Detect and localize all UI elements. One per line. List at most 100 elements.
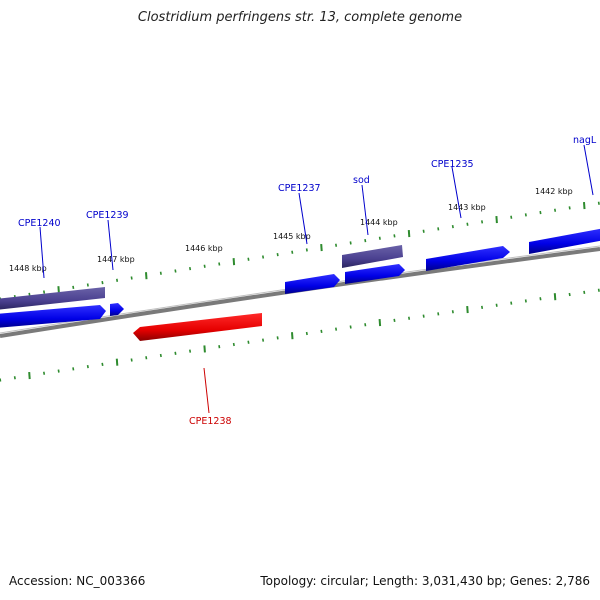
inner-scale-tick [539, 297, 542, 301]
inner-scale-tick [218, 345, 221, 349]
outer-scale-tick [568, 206, 571, 210]
outer-scale-tick [378, 236, 381, 240]
inner-scale-tick [393, 318, 396, 323]
leader-cpe1239 [107, 219, 114, 271]
inner-scale-tick [276, 336, 279, 340]
outer-scale-tick [393, 234, 396, 238]
outer-scale-tick [232, 258, 236, 266]
gene-rna-sod[interactable] [342, 245, 403, 268]
outer-scale-tick [189, 267, 192, 271]
gene-nagl[interactable] [529, 228, 600, 254]
outer-scale-tick [159, 271, 162, 275]
outer-scale-tick [130, 276, 133, 280]
gene-label-cpe1239: CPE1239 [86, 210, 129, 221]
inner-scale-tick [101, 362, 104, 367]
outer-scale-tick [510, 215, 513, 219]
gene-cpe1237[interactable] [285, 274, 340, 294]
inner-scale-tick [189, 349, 192, 353]
outer-scale-tick [320, 244, 323, 252]
inner-scale-tick [0, 378, 2, 382]
gene-label-cpe1238: CPE1238 [189, 416, 232, 427]
outer-scale-tick [495, 216, 498, 224]
inner-scale-tick [291, 332, 294, 340]
outer-scale-tick [116, 278, 119, 282]
leader-nagl [583, 144, 594, 196]
outer-scale-tick [262, 255, 265, 259]
genome-summary-text: Topology: circular; Length: 3,031,430 bp… [260, 574, 590, 588]
leader-sod [361, 184, 369, 236]
leader-cpe1240 [39, 226, 45, 279]
scale-label-1446: 1446 kbp [185, 244, 223, 253]
inner-scale-tick [349, 325, 352, 329]
outer-scale-tick [57, 286, 60, 294]
inner-scale-tick [159, 353, 162, 358]
outer-scale-tick [349, 241, 352, 245]
genome-title: Clostridium perfringens str. 13, complet… [137, 10, 463, 25]
outer-scale-tick [291, 250, 294, 254]
inner-scale-tick [583, 290, 586, 294]
scale-label-1443: 1443 kbp [448, 203, 486, 212]
inner-scale-tick [72, 367, 75, 371]
outer-scale-tick [364, 238, 367, 243]
inner-scale-tick [86, 364, 89, 369]
scale-label-1444: 1444 kbp [360, 218, 398, 227]
inner-scale-tick [451, 310, 454, 314]
inner-scale-tick [335, 327, 338, 331]
inner-scale-tick [203, 345, 206, 353]
accession-text: Accession: NC_003366 [9, 574, 146, 588]
inner-scale-tick [553, 293, 557, 301]
gene-label-sod: sod [353, 175, 370, 186]
gene-cpe1235[interactable] [426, 246, 510, 271]
inner-scale-tick [115, 358, 119, 366]
gene-label-cpe1235: CPE1235 [431, 159, 474, 170]
inner-scale-tick [174, 351, 177, 355]
inner-scale-tick [568, 292, 571, 297]
outer-scale-tick [597, 201, 600, 205]
gene-label-cpe1240: CPE1240 [18, 218, 61, 229]
scale-label-1445: 1445 kbp [273, 232, 311, 241]
outer-scale-tick [554, 208, 557, 212]
inner-scale-tick [481, 305, 484, 310]
leader-cpe1235 [451, 166, 462, 219]
gene-cpe1238[interactable] [133, 313, 262, 341]
scale-label-1448: 1448 kbp [9, 264, 47, 273]
inner-scale-tick [247, 340, 250, 344]
outer-scale-tick [203, 264, 206, 268]
inner-scale-tick [597, 288, 600, 292]
outer-scale-tick [218, 262, 221, 266]
scale-labels: 1448 kbp 1447 kbp 1446 kbp 1445 kbp 1444… [9, 187, 573, 273]
gene-rna-left[interactable] [0, 287, 105, 310]
inner-scale-tick [437, 312, 440, 316]
inner-scale-tick [43, 371, 46, 375]
inner-scale-tick [524, 299, 527, 303]
outer-scale-tick [437, 227, 440, 231]
gene-label-cpe1237: CPE1237 [278, 183, 321, 194]
outer-scale-tick [305, 248, 308, 252]
gene-label-nagl: nagL [573, 135, 597, 146]
outer-scale-tick [247, 257, 250, 261]
scale-label-1447: 1447 kbp [97, 255, 135, 264]
gene-cpe1239[interactable] [110, 303, 124, 316]
outer-scale-tick [466, 222, 469, 226]
gene-sod[interactable] [345, 264, 405, 284]
outer-scale-tick [583, 201, 586, 210]
inner-scale-tick [510, 301, 513, 305]
outer-scale-tick [422, 229, 425, 233]
outer-scale-tick [174, 269, 177, 273]
inner-scale-tick [422, 314, 425, 318]
outer-scale-tick [451, 224, 454, 229]
outer-scale-tick [86, 283, 89, 287]
inner-scale-tick [28, 371, 31, 380]
outer-scale-tick [101, 281, 104, 285]
inner-scale-ticks [0, 288, 600, 382]
inner-scale-tick [364, 323, 367, 327]
gene-cpe1240[interactable] [0, 305, 106, 328]
inner-scale-tick [320, 329, 323, 333]
inner-scale-tick [408, 316, 411, 320]
inner-scale-tick [145, 356, 148, 360]
inner-scale-tick [57, 369, 60, 373]
outer-scale-tick [276, 252, 279, 257]
leader-cpe1237 [298, 192, 308, 245]
inner-scale-tick [466, 306, 469, 314]
